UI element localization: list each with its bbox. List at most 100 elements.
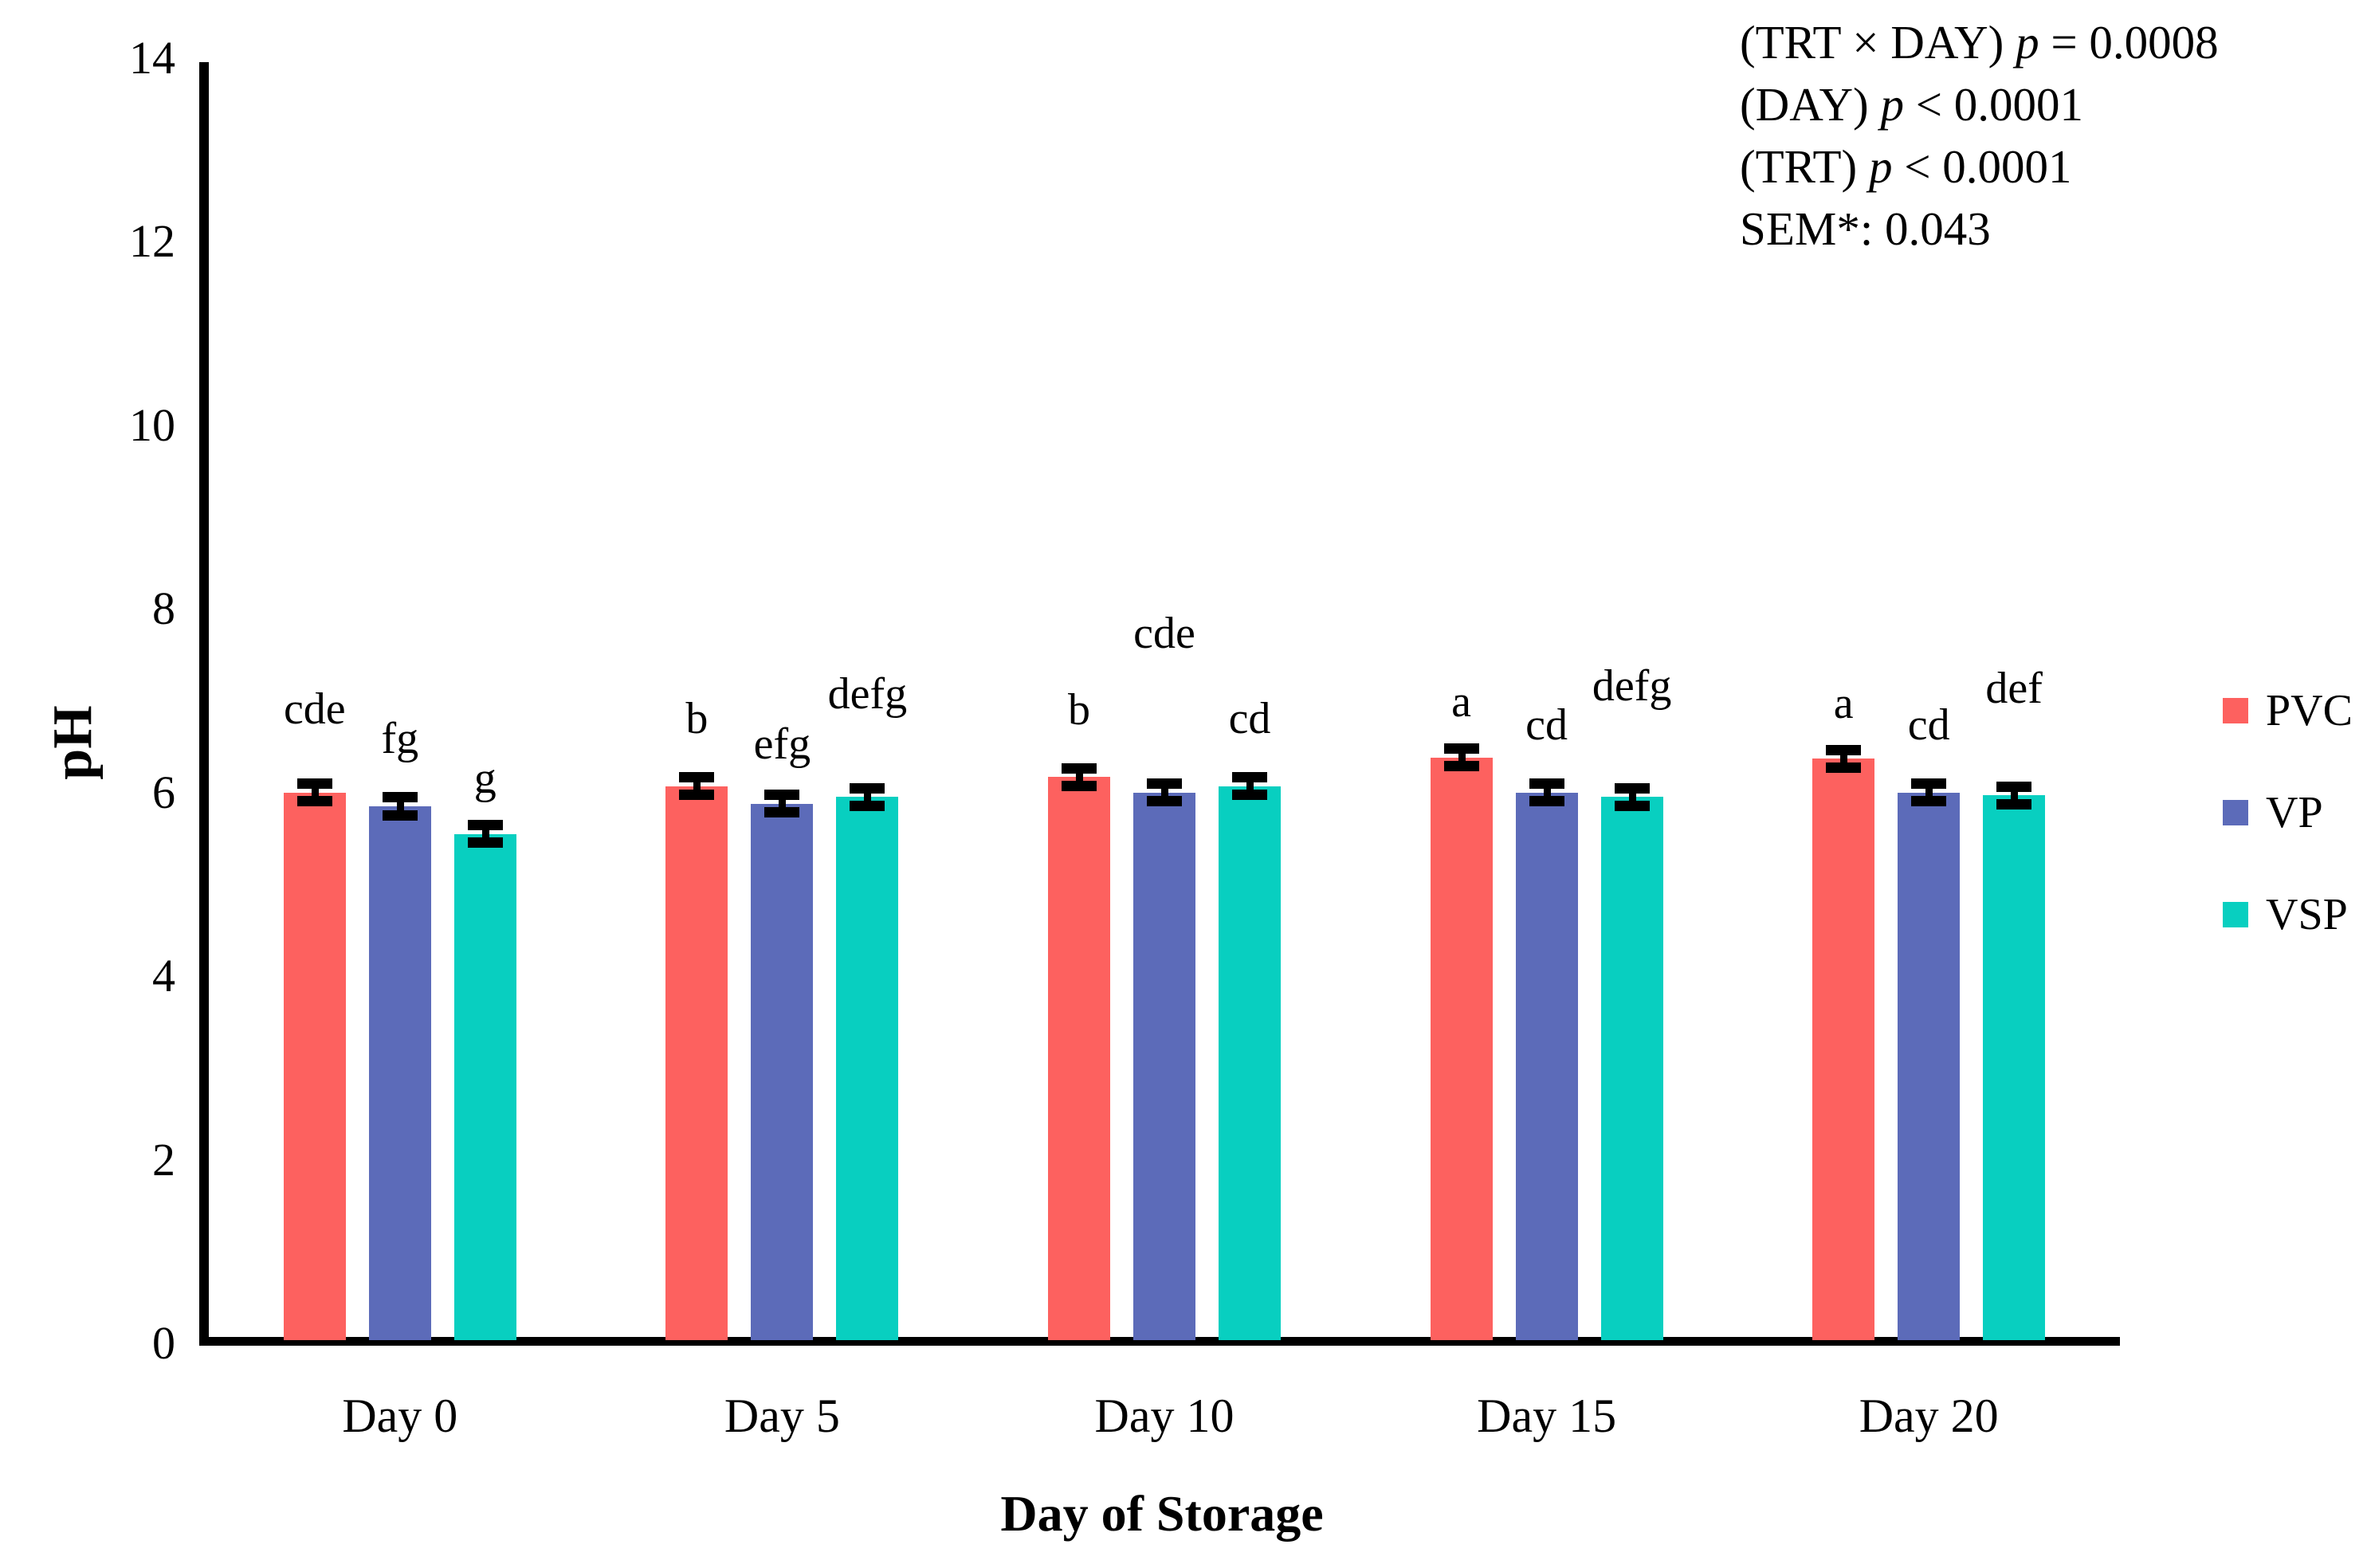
error-bar-cap-bottom (850, 800, 885, 811)
error-bar-cap-top (1443, 743, 1479, 755)
bar (283, 792, 346, 1340)
stats-p-italic: p (2016, 16, 2039, 69)
stats-line: (DAY) p < 0.0001 (1740, 73, 2219, 135)
error-bar-cap-bottom (1996, 798, 2032, 809)
stats-text: SEM*: 0.043 (1740, 202, 1991, 255)
error-bar-whisker (1246, 777, 1254, 796)
y-tick-label: 8 (152, 582, 175, 635)
sig-letter: def (1985, 663, 2043, 713)
legend-swatch (2223, 902, 2248, 927)
error-bar-cap-bottom (1232, 790, 1267, 801)
error-bar-cap-bottom (467, 837, 503, 849)
legend-label: PVC (2266, 686, 2353, 735)
x-tick-label: Day 5 (724, 1390, 840, 1442)
sig-letter: defg (827, 668, 908, 719)
stats-text: < 0.0001 (1903, 78, 2083, 131)
error-bar-cap-top (1614, 782, 1650, 794)
sig-letter: cd (1525, 700, 1568, 751)
stats-text: < 0.0001 (1892, 140, 2072, 193)
sig-letter: efg (753, 719, 811, 770)
bar (1983, 795, 2046, 1340)
error-bar-whisker (311, 783, 319, 802)
error-bar-cap-top (1147, 778, 1182, 790)
legend-item: PVC (2223, 685, 2353, 736)
y-axis-line (199, 62, 209, 1346)
sig-letter: cd (1907, 700, 1950, 751)
legend-swatch (2223, 800, 2248, 825)
error-bar-cap-bottom (1826, 762, 1862, 773)
y-tick-label: 4 (152, 950, 175, 1002)
bar (1219, 786, 1281, 1340)
sig-letter: g (473, 754, 497, 804)
y-tick-label: 10 (129, 398, 175, 451)
stats-p-italic: p (1880, 78, 1904, 131)
stats-line: (TRT) p < 0.0001 (1740, 135, 2219, 198)
error-bar-cap-top (1911, 778, 1947, 790)
error-bar-cap-bottom (296, 796, 332, 807)
error-bar-cap-bottom (1614, 800, 1650, 811)
y-tick-label: 12 (129, 215, 175, 268)
stats-text: = 0.0008 (2039, 16, 2219, 69)
bar (453, 833, 516, 1340)
error-bar-cap-bottom (1062, 780, 1097, 791)
error-bar-cap-bottom (1911, 796, 1947, 807)
sig-letter: defg (1592, 661, 1672, 711)
x-tick-label: Day 10 (1094, 1390, 1235, 1442)
error-bar-cap-bottom (1529, 796, 1564, 807)
y-tick-label: 14 (129, 32, 175, 84)
error-bar-whisker (1628, 787, 1636, 806)
error-bar-cap-top (1232, 772, 1267, 783)
x-axis-title: Day of Storage (1000, 1485, 1324, 1542)
bar (1515, 792, 1578, 1340)
error-bar-cap-top (850, 782, 885, 794)
error-bar-whisker (396, 797, 404, 816)
sig-letter: fg (381, 714, 419, 764)
error-bar-cap-top (764, 790, 800, 801)
error-bar-whisker (2011, 786, 2019, 805)
bar (751, 803, 814, 1340)
error-bar-cap-top (1996, 781, 2032, 792)
y-tick-label: 0 (152, 1317, 175, 1369)
y-tick-label: 2 (152, 1133, 175, 1186)
stats-annotation: (TRT × DAY) p = 0.0008 (DAY) p < 0.0001 (T… (1740, 11, 2219, 260)
stats-text: (DAY) (1740, 78, 1881, 131)
error-bar-cap-bottom (382, 809, 418, 821)
error-bar-whisker (1840, 749, 1848, 768)
legend-label: VP (2266, 788, 2323, 837)
bar (1600, 797, 1663, 1340)
error-bar-whisker (1458, 748, 1466, 767)
error-bar-whisker (1161, 783, 1168, 802)
error-bar-cap-top (1529, 778, 1564, 790)
error-bar-cap-top (382, 792, 418, 803)
bar (368, 806, 431, 1340)
sig-letter: a (1833, 678, 1854, 728)
legend-swatch (2223, 698, 2248, 723)
x-tick-label: Day 15 (1477, 1390, 1617, 1442)
sig-letter: b (685, 694, 709, 744)
bar (1430, 757, 1493, 1340)
stats-text: (TRT) (1740, 140, 1869, 193)
error-bar-cap-bottom (1443, 761, 1479, 772)
sig-letter: b (1068, 684, 1090, 735)
sig-letter: cde (283, 684, 346, 735)
error-bar-whisker (693, 777, 701, 796)
error-bar-cap-top (467, 820, 503, 831)
error-bar-whisker (864, 787, 872, 806)
error-bar-cap-bottom (764, 807, 800, 818)
error-bar-cap-bottom (1147, 796, 1182, 807)
error-bar-whisker (1543, 783, 1551, 802)
sig-letter: cd (1228, 694, 1271, 744)
sig-letter: cde (1133, 609, 1195, 659)
legend-item: VSP (2223, 889, 2348, 940)
stats-line: (TRT × DAY) p = 0.0008 (1740, 11, 2219, 73)
error-bar-whisker (1076, 767, 1083, 786)
y-tick-label: 6 (152, 766, 175, 818)
stats-p-italic: p (1868, 140, 1893, 193)
error-bar-cap-top (296, 778, 332, 790)
legend-label: VSP (2266, 890, 2348, 939)
error-bar-whisker (1925, 783, 1933, 802)
error-bar-cap-top (679, 772, 715, 783)
bar (1048, 777, 1110, 1340)
